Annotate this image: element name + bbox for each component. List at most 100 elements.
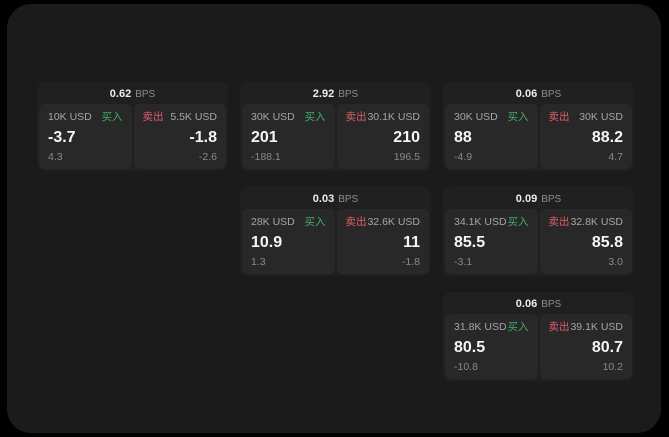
sell-cell-top: 卖出 32.8K USD: [549, 216, 624, 228]
price-card: 0.03 BPS 28K USD 买入 10.9 1.3 卖出 32.6K US…: [240, 187, 431, 276]
buy-price: 88: [454, 128, 472, 146]
sell-tag: 卖出: [548, 216, 570, 228]
sell-amount: 39.1K USD: [570, 321, 623, 333]
buy-price: -3.7: [48, 128, 76, 146]
sell-tag: 卖出: [142, 111, 164, 123]
buy-sub-value: -3.1: [454, 256, 473, 268]
buy-amount: 28K USD: [251, 216, 295, 228]
sell-sub-value: 3.0: [608, 256, 623, 268]
buy-price: 85.5: [454, 233, 486, 251]
buy-cell-top: 30K USD 买入: [251, 111, 326, 123]
buy-cell-top: 31.8K USD 买入: [454, 321, 529, 333]
card-header: 0.06 BPS: [445, 84, 632, 104]
sell-price: 210: [393, 128, 420, 146]
card-body: 30K USD 买入 88 -4.9 卖出 30K USD 88.2 4.7: [445, 104, 632, 169]
buy-sub-value: -188.1: [251, 151, 281, 163]
card-header: 0.09 BPS: [445, 189, 632, 209]
buy-quote-cell[interactable]: 31.8K USD 买入 80.5 -10.8: [445, 314, 538, 379]
buy-amount: 34.1K USD: [454, 216, 507, 228]
buy-amount: 30K USD: [251, 111, 295, 123]
buy-tag: 买入: [101, 111, 123, 123]
quotes-panel: 0.62 BPS 10K USD 买入 -3.7 4.3 卖出 5.5K USD…: [7, 4, 661, 433]
sell-quote-cell[interactable]: 卖出 32.6K USD 11 -1.8: [336, 209, 429, 274]
sell-cell-top: 卖出 39.1K USD: [549, 321, 624, 333]
sell-amount: 30K USD: [579, 111, 623, 123]
sell-price: 11: [403, 233, 420, 251]
buy-price: 80.5: [454, 338, 486, 356]
sell-tag: 卖出: [548, 321, 570, 333]
bps-value: 0.06: [515, 298, 538, 310]
sell-cell-top: 卖出 30.1K USD: [346, 111, 421, 123]
buy-amount: 10K USD: [48, 111, 92, 123]
card-body: 10K USD 买入 -3.7 4.3 卖出 5.5K USD -1.8 -2.…: [39, 104, 226, 169]
sell-quote-cell[interactable]: 卖出 30.1K USD 210 196.5: [336, 104, 429, 169]
sell-sub-value: -1.8: [401, 256, 420, 268]
buy-quote-cell[interactable]: 30K USD 买入 88 -4.9: [445, 104, 538, 169]
buy-quote-cell[interactable]: 30K USD 买入 201 -188.1: [242, 104, 335, 169]
sell-sub-value: 196.5: [393, 151, 420, 163]
sell-price: 80.7: [591, 338, 623, 356]
sell-price: 85.8: [591, 233, 623, 251]
buy-quote-cell[interactable]: 34.1K USD 买入 85.5 -3.1: [445, 209, 538, 274]
buy-sub-value: -10.8: [454, 361, 478, 373]
sell-tag: 卖出: [345, 216, 367, 228]
buy-quote-cell[interactable]: 28K USD 买入 10.9 1.3: [242, 209, 335, 274]
buy-cell-top: 28K USD 买入: [251, 216, 326, 228]
buy-quote-cell[interactable]: 10K USD 买入 -3.7 4.3: [39, 104, 132, 169]
buy-price: 10.9: [251, 233, 283, 251]
price-card: 0.06 BPS 30K USD 买入 88 -4.9 卖出 30K USD 8…: [443, 82, 634, 171]
sell-amount: 32.6K USD: [367, 216, 420, 228]
sell-amount: 32.8K USD: [570, 216, 623, 228]
buy-cell-top: 34.1K USD 买入: [454, 216, 529, 228]
bps-value: 2.92: [312, 88, 335, 100]
buy-sub-value: -4.9: [454, 151, 473, 163]
sell-quote-cell[interactable]: 卖出 32.8K USD 85.8 3.0: [539, 209, 632, 274]
buy-tag: 买入: [507, 111, 529, 123]
sell-sub-value: 4.7: [608, 151, 623, 163]
buy-sub-value: 1.3: [251, 256, 266, 268]
sell-quote-cell[interactable]: 卖出 30K USD 88.2 4.7: [539, 104, 632, 169]
buy-tag: 买入: [304, 111, 326, 123]
card-header: 2.92 BPS: [242, 84, 429, 104]
sell-cell-top: 卖出 32.6K USD: [346, 216, 421, 228]
sell-tag: 卖出: [345, 111, 367, 123]
bps-unit-label: BPS: [135, 88, 156, 100]
sell-sub-value: -2.6: [198, 151, 217, 163]
card-body: 28K USD 买入 10.9 1.3 卖出 32.6K USD 11 -1.8: [242, 209, 429, 274]
bps-unit-label: BPS: [338, 88, 359, 100]
price-card: 2.92 BPS 30K USD 买入 201 -188.1 卖出 30.1K …: [240, 82, 431, 171]
sell-quote-cell[interactable]: 卖出 5.5K USD -1.8 -2.6: [133, 104, 226, 169]
card-body: 31.8K USD 买入 80.5 -10.8 卖出 39.1K USD 80.…: [445, 314, 632, 379]
buy-amount: 31.8K USD: [454, 321, 507, 333]
buy-cell-top: 10K USD 买入: [48, 111, 123, 123]
sell-cell-top: 卖出 30K USD: [549, 111, 624, 123]
sell-sub-value: 10.2: [602, 361, 623, 373]
sell-price: -1.8: [189, 128, 217, 146]
price-card: 0.62 BPS 10K USD 买入 -3.7 4.3 卖出 5.5K USD…: [37, 82, 228, 171]
buy-tag: 买入: [304, 216, 326, 228]
sell-quote-cell[interactable]: 卖出 39.1K USD 80.7 10.2: [539, 314, 632, 379]
price-card: 0.06 BPS 31.8K USD 买入 80.5 -10.8 卖出 39.1…: [443, 292, 634, 381]
bps-unit-label: BPS: [338, 193, 359, 205]
card-body: 30K USD 买入 201 -188.1 卖出 30.1K USD 210 1…: [242, 104, 429, 169]
buy-cell-top: 30K USD 买入: [454, 111, 529, 123]
buy-price: 201: [251, 128, 278, 146]
buy-tag: 买入: [507, 321, 529, 333]
sell-amount: 30.1K USD: [367, 111, 420, 123]
sell-tag: 卖出: [548, 111, 570, 123]
sell-price: 88.2: [591, 128, 623, 146]
bps-unit-label: BPS: [541, 193, 562, 205]
price-card: 0.09 BPS 34.1K USD 买入 85.5 -3.1 卖出 32.8K…: [443, 187, 634, 276]
bps-unit-label: BPS: [541, 298, 562, 310]
bps-value: 0.06: [515, 88, 538, 100]
card-header: 0.62 BPS: [39, 84, 226, 104]
bps-unit-label: BPS: [541, 88, 562, 100]
bps-value: 0.09: [515, 193, 538, 205]
bps-value: 0.62: [109, 88, 132, 100]
buy-tag: 买入: [507, 216, 529, 228]
buy-amount: 30K USD: [454, 111, 498, 123]
bps-value: 0.03: [312, 193, 335, 205]
sell-cell-top: 卖出 5.5K USD: [143, 111, 218, 123]
buy-sub-value: 4.3: [48, 151, 63, 163]
card-header: 0.06 BPS: [445, 294, 632, 314]
